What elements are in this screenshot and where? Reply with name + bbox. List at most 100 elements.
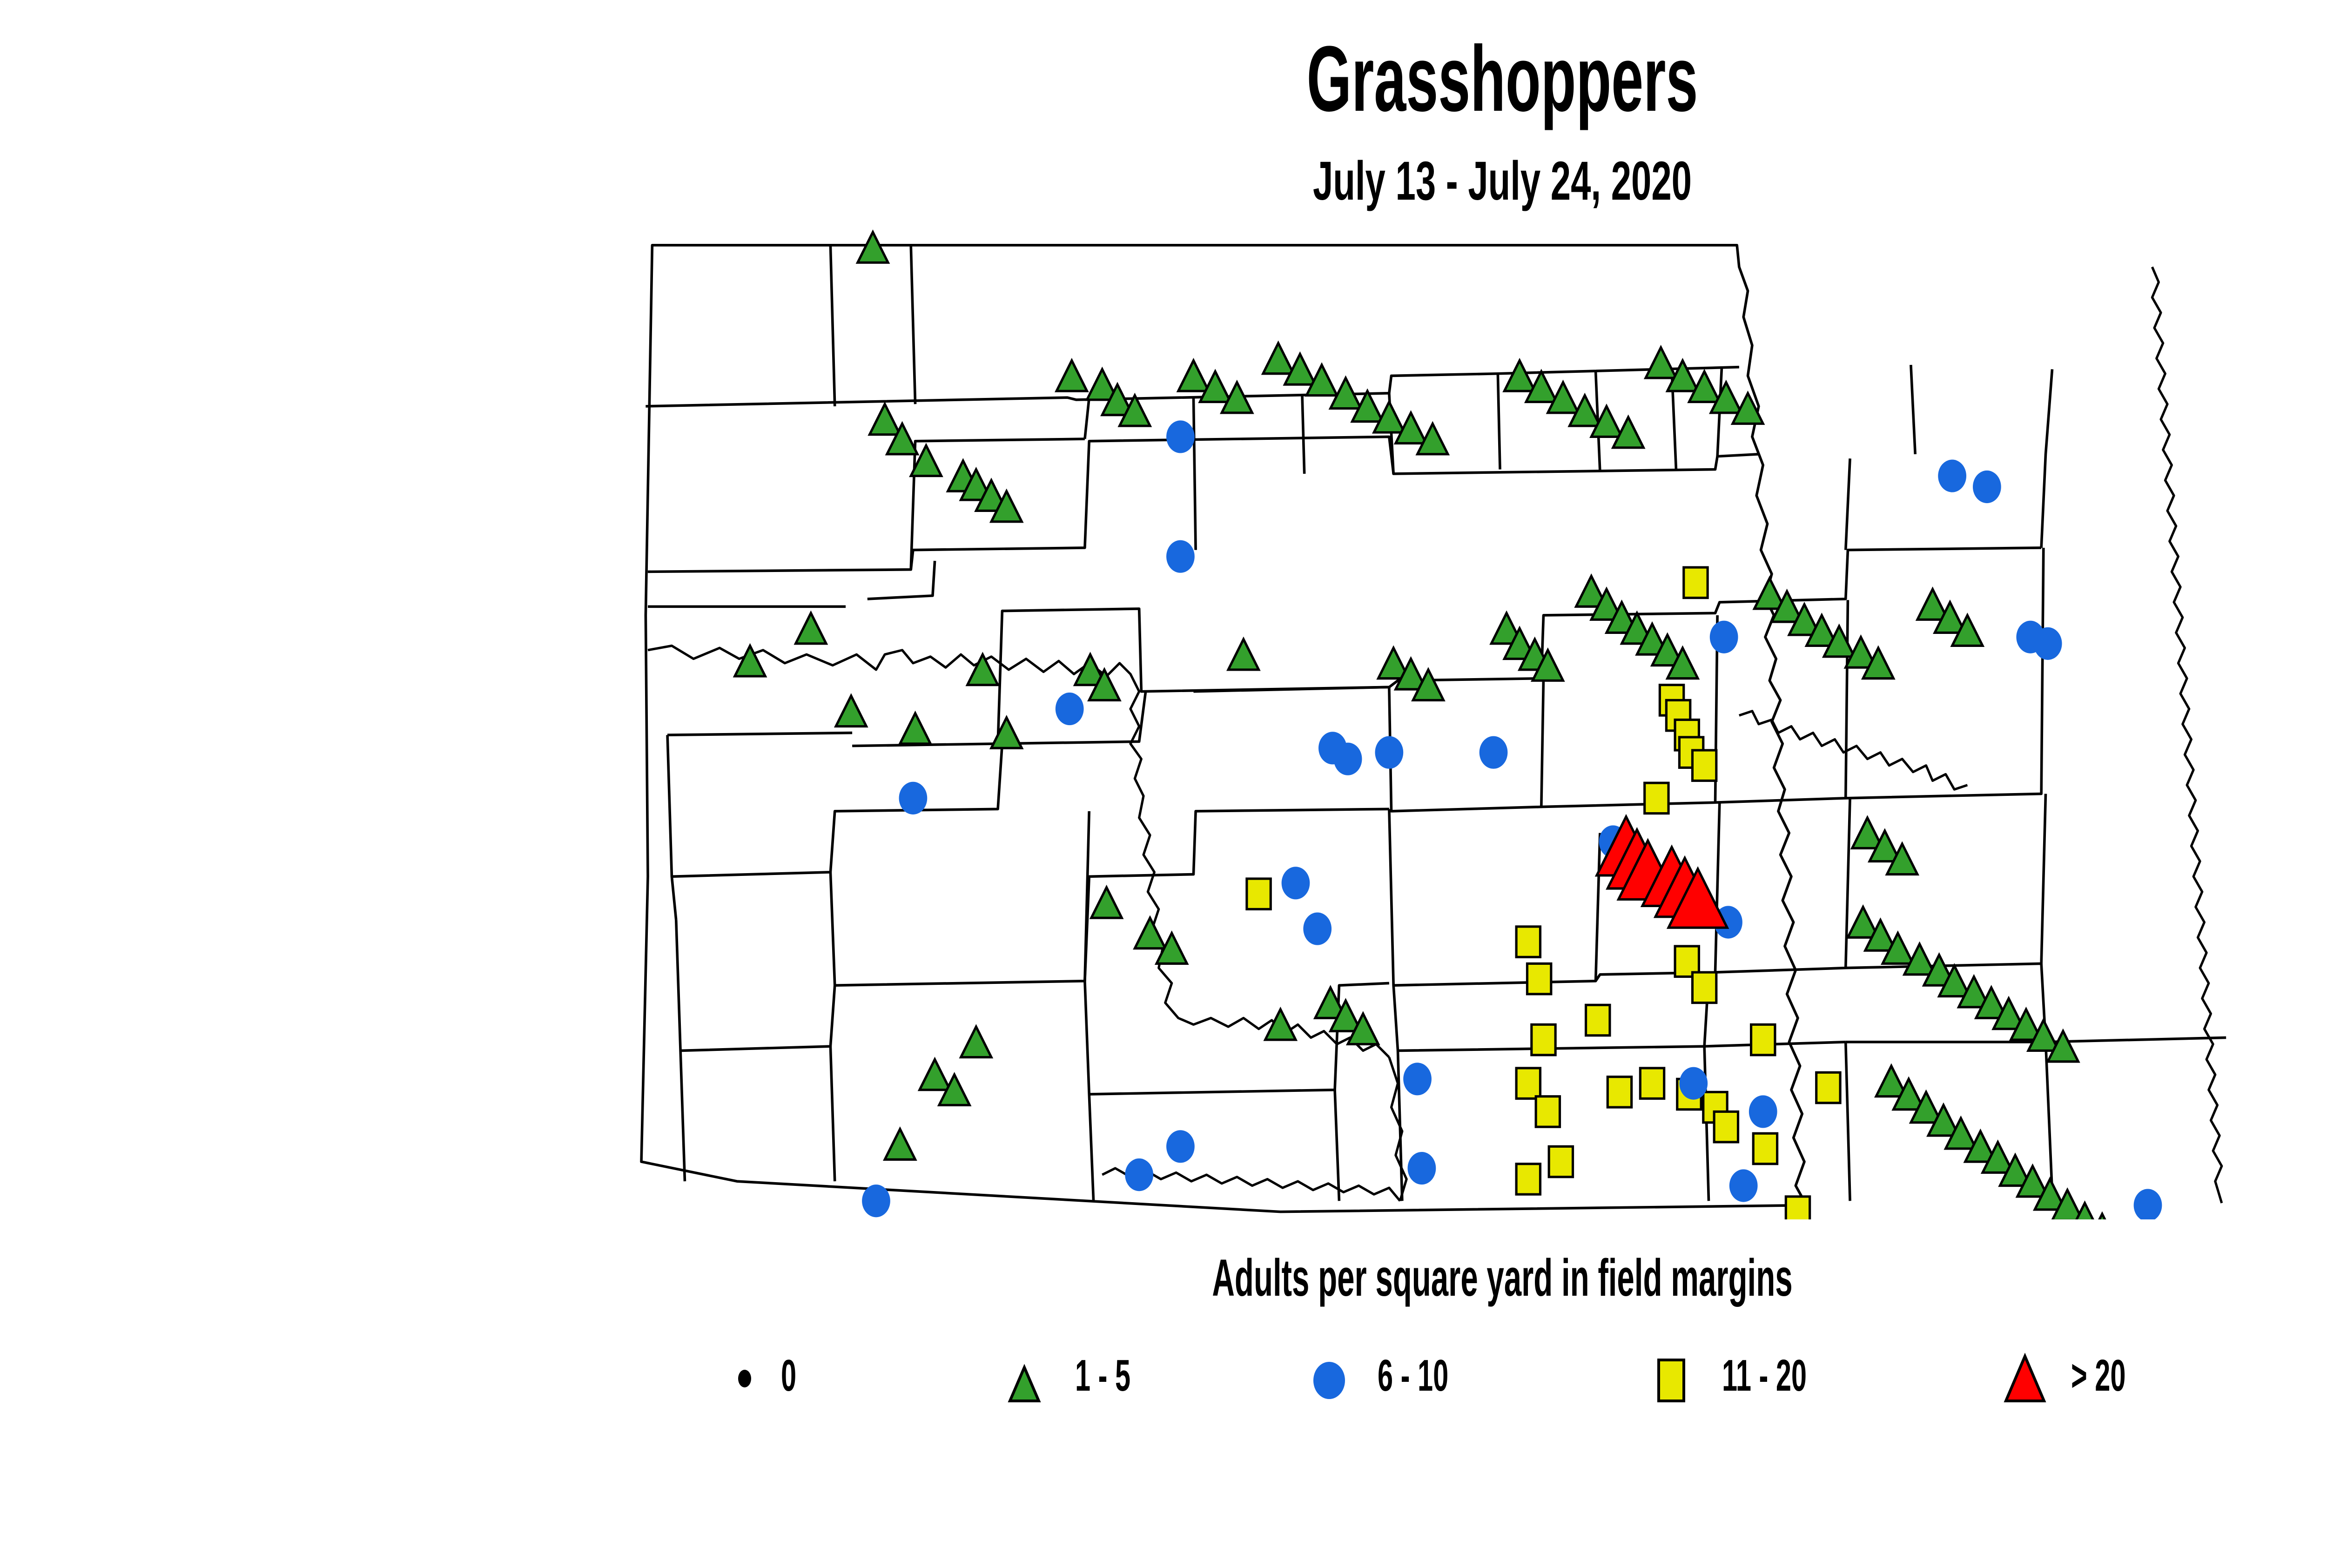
marker-triangle-1-5 — [1957, 974, 1991, 1009]
marker-square-11-20 — [1515, 925, 1542, 958]
marker-square-11-20 — [1515, 1163, 1542, 1196]
marker-triangle-1-5 — [898, 710, 933, 745]
marker-triangle-1-5 — [1328, 998, 1363, 1032]
marker-triangle-1-5 — [909, 443, 943, 478]
marker-circle-6-10 — [1303, 912, 1332, 945]
marker-triangle-1-5 — [1100, 382, 1135, 417]
marker-triangle-1-5 — [855, 229, 890, 264]
marker-triangle-1-5 — [989, 488, 1024, 523]
marker-square-11-20 — [1713, 1110, 1740, 1144]
marker-triangle-1-5 — [834, 693, 868, 728]
marker-square-11-20 — [1639, 1067, 1666, 1100]
marker-triangle-1-5 — [1489, 610, 1524, 645]
marker-square-11-20 — [1682, 566, 1709, 599]
marker-circle-6-10 — [1749, 1095, 1777, 1128]
legend-symbol-circle-icon — [1313, 1362, 1345, 1399]
map-canvas — [640, 229, 2226, 1219]
legend-symbol-dot-icon — [738, 1370, 751, 1387]
marker-triangle-1-5 — [1055, 357, 1089, 392]
marker-triangle-1-5 — [1133, 915, 1167, 950]
marker-triangle-1-5 — [1861, 645, 1896, 680]
marker-triangle-1-5 — [1891, 1076, 1926, 1111]
marker-square-11-20 — [1547, 1145, 1574, 1178]
marker-square-11-20 — [1526, 962, 1553, 996]
marker-triangle-1-5 — [1345, 1011, 1380, 1046]
county-boundaries — [640, 243, 2226, 1213]
marker-circle-6-10 — [2133, 1189, 2162, 1219]
marker-square-11-20 — [1606, 1076, 1633, 1109]
legend-label: 11 - 20 — [1722, 1351, 1807, 1400]
marker-triangle-1-5 — [1926, 1102, 1961, 1137]
marker-triangle-1-5 — [1411, 667, 1446, 701]
marker-triangle-1-5 — [1980, 1139, 2015, 1174]
marker-triangle-1-5 — [1198, 369, 1233, 404]
marker-triangle-1-5 — [1963, 1128, 1998, 1163]
marker-square-11-20 — [1752, 1132, 1779, 1165]
marker-triangle-1-5 — [2098, 1211, 2106, 1219]
marker-triangle-1-5 — [1415, 421, 1450, 456]
marker-triangle-1-5 — [1546, 379, 1580, 414]
marker-triangle-1-5 — [1530, 647, 1565, 682]
marker-triangle-1-5 — [868, 401, 902, 436]
marker-circle-6-10 — [1375, 736, 1404, 769]
marker-triangle-1-5 — [794, 610, 828, 645]
marker-triangle-1-5 — [1915, 586, 1950, 621]
date-range-subtitle: July 13 - July 24, 2020 — [1313, 150, 1692, 212]
marker-circle-6-10 — [1729, 1169, 1758, 1202]
marker-circle-6-10 — [1333, 742, 1362, 775]
marker-triangle-1-5 — [1874, 1063, 1909, 1098]
marker-circle-6-10 — [1125, 1158, 1154, 1191]
marker-triangle-1-5 — [1393, 656, 1428, 691]
marker-triangle-1-5 — [917, 1057, 952, 1091]
marker-triangle-1-5 — [2026, 1017, 2061, 1052]
marker-square-11-20 — [1643, 781, 1670, 815]
marker-circle-6-10 — [2033, 627, 2062, 660]
marker-triangle-1-5 — [1176, 357, 1211, 392]
marker-triangle-1-5 — [1665, 645, 1700, 680]
marker-triangle-1-5 — [1880, 930, 1915, 965]
marker-triangle-1-5 — [1604, 599, 1639, 634]
marker-square-11-20 — [1691, 749, 1718, 782]
marker-triangle-1-5 — [883, 1126, 917, 1161]
marker-triangle-1-5 — [1909, 1089, 1944, 1124]
marker-triangle-1-5 — [937, 1072, 972, 1106]
marker-triangle-1-5 — [1933, 599, 1967, 634]
marker-triangle-1-5 — [974, 478, 1009, 512]
marker-triangle-1-5 — [1991, 996, 2026, 1030]
marker-circle-6-10 — [862, 1184, 890, 1218]
marker-triangle-1-5 — [965, 652, 1000, 686]
marker-triangle-1-5 — [1944, 1115, 1978, 1150]
marker-triangle-1-5 — [1687, 369, 1722, 404]
legend-symbol-square-icon — [1657, 1359, 1685, 1402]
marker-square-11-20 — [1674, 945, 1701, 978]
marker-triangle-1-5 — [1902, 941, 1937, 976]
marker-triangle-1-5 — [1283, 351, 1318, 386]
marker-triangle-1-5 — [1650, 632, 1685, 667]
marker-triangle-1-5 — [1620, 610, 1654, 645]
marker-triangle-1-5 — [1611, 414, 1646, 449]
marker-triangle-over-20 — [1666, 866, 1729, 929]
marker-triangle-1-5 — [1937, 963, 1972, 998]
marker-triangle-1-5 — [1643, 344, 1678, 379]
marker-triangle-1-5 — [1769, 588, 1804, 623]
marker-circle-6-10 — [1972, 470, 2001, 504]
marker-triangle-1-5 — [1502, 357, 1537, 392]
marker-triangle-1-5 — [1567, 392, 1602, 427]
marker-square-11-20 — [1749, 1023, 1776, 1057]
marker-triangle-1-5 — [1804, 612, 1839, 647]
marker-circle-6-10 — [1709, 620, 1738, 653]
marker-triangle-1-5 — [1372, 399, 1406, 434]
marker-square-11-20 — [1784, 1195, 1811, 1219]
marker-triangle-1-5 — [1843, 634, 1878, 669]
marker-circle-6-10 — [1407, 1151, 1436, 1185]
marker-triangle-1-5 — [959, 466, 994, 501]
marker-triangle-1-5 — [1635, 621, 1669, 656]
marker-triangle-1-5 — [885, 421, 920, 456]
marker-triangle-1-5 — [1574, 573, 1609, 608]
marker-triangle-1-5 — [2032, 1176, 2067, 1211]
marker-triangle-1-5 — [2045, 1028, 2080, 1063]
marker-triangle-1-5 — [1313, 985, 1348, 1019]
marker-triangle-1-5 — [1730, 390, 1765, 425]
marker-circle-6-10 — [1679, 1067, 1708, 1100]
